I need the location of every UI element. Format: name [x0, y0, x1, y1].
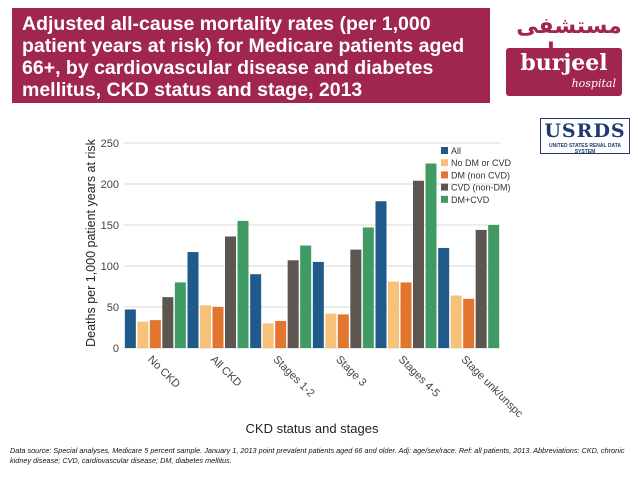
y-tick-labels: 0 50 100 150 200 250 — [101, 138, 119, 355]
bar — [413, 180, 424, 348]
page-title: Adjusted all-cause mortality rates (per … — [22, 13, 465, 101]
logo-badge: burjeel hospital — [506, 48, 622, 96]
x-tick-label: No CKD — [145, 354, 182, 391]
legend-swatch — [441, 183, 448, 191]
x-tick-label: Stage unk/unspc — [459, 354, 526, 421]
bar — [438, 247, 450, 348]
x-tick-label: Stages 4-5 — [396, 354, 442, 400]
burjeel-hospital-logo: مستشفى برجيل burjeel hospital — [500, 10, 628, 102]
bar — [225, 236, 236, 348]
bar — [388, 281, 399, 348]
footnote: Data source: Special analyses, Medicare … — [10, 446, 625, 465]
bar — [149, 320, 161, 348]
bar — [275, 320, 287, 348]
bar — [212, 307, 224, 348]
logo-subtitle: hospital — [571, 77, 616, 90]
bar — [300, 245, 312, 348]
bar — [250, 274, 262, 348]
y-tick-label: 200 — [101, 179, 119, 191]
grid-lines — [124, 142, 500, 349]
bar — [425, 163, 437, 348]
bar — [312, 261, 324, 348]
y-tick-label: 250 — [101, 138, 119, 150]
bar — [375, 201, 387, 348]
bar — [450, 295, 462, 348]
legend-label: DM+CVD — [451, 195, 490, 205]
legend-label: No DM or CVD — [451, 158, 512, 168]
bar — [124, 309, 136, 348]
logo-name: burjeel — [520, 50, 608, 76]
legend-swatch — [441, 147, 448, 154]
x-axis-label: CKD status and stages — [246, 421, 379, 436]
bar-group — [124, 163, 500, 348]
legend-label: All — [451, 146, 461, 156]
legend-label: CVD (non-DM) — [451, 183, 511, 193]
bar — [350, 249, 362, 348]
bar — [137, 321, 149, 348]
bar — [475, 229, 487, 348]
bar — [287, 260, 299, 348]
x-tick-label: Stages 1-2 — [271, 354, 317, 400]
usrds-name: USRDS — [544, 120, 626, 142]
legend-swatch — [441, 195, 448, 203]
x-tick-labels: No CKD All CKD Stages 1-2 Stage 3 Stages 4-5… — [145, 354, 525, 421]
y-tick-label: 50 — [107, 302, 119, 314]
legend-label: DM (non CVD) — [451, 170, 510, 180]
legend: All No DM or CVD DM (non CVD) CVD (non-DM) D… — [441, 146, 512, 205]
bar — [237, 220, 249, 348]
x-tick-label: All CKD — [208, 354, 244, 390]
bar — [200, 305, 211, 348]
y-tick-label: 0 — [113, 343, 119, 355]
bar — [337, 314, 349, 348]
bar — [262, 323, 274, 348]
bar — [463, 298, 475, 348]
bar — [400, 282, 412, 348]
bar — [325, 313, 337, 348]
y-tick-label: 100 — [101, 261, 119, 273]
title-banner: Adjusted all-cause mortality rates (per … — [12, 8, 490, 103]
bar — [488, 225, 500, 348]
bar — [162, 297, 174, 348]
usrds-logo: USRDS UNITED STATES RENAL DATA SYSTEM — [540, 118, 630, 155]
legend-swatch — [441, 171, 448, 179]
x-tick-label: Stage 3 — [333, 354, 368, 389]
y-axis-label: Deaths per 1,000 patient years at risk — [84, 138, 98, 347]
bar — [362, 227, 374, 348]
legend-swatch — [441, 159, 448, 167]
bar — [174, 282, 186, 348]
bar — [187, 252, 199, 348]
y-tick-label: 150 — [101, 220, 119, 232]
usrds-subtitle: UNITED STATES RENAL DATA SYSTEM — [548, 143, 622, 155]
